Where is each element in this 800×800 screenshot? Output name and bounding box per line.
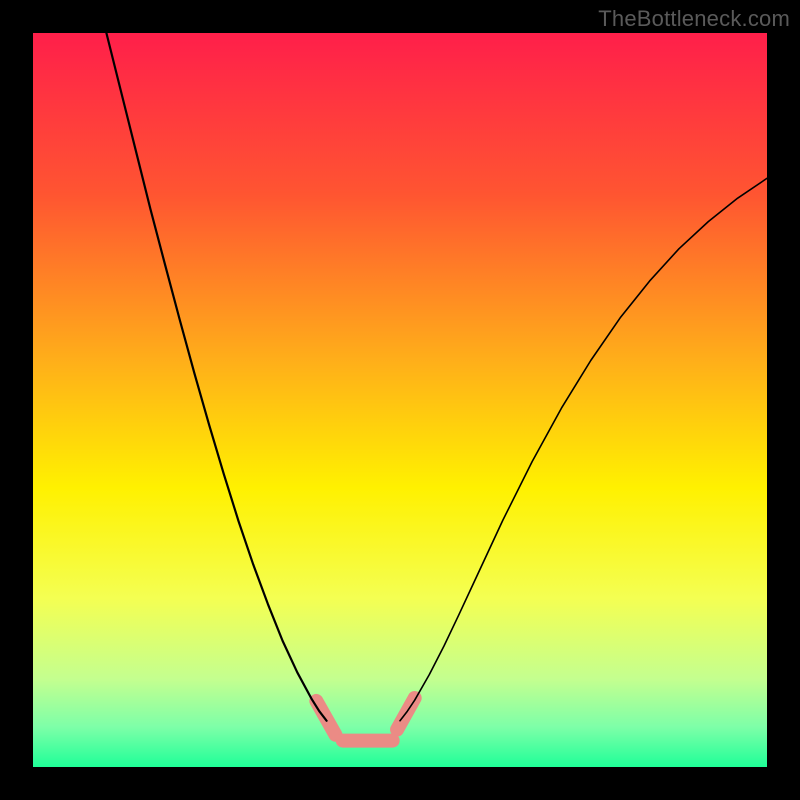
bottleneck-chart <box>0 0 800 800</box>
watermark-text: TheBottleneck.com <box>598 6 790 32</box>
plot-background <box>33 33 767 767</box>
chart-container: TheBottleneck.com <box>0 0 800 800</box>
